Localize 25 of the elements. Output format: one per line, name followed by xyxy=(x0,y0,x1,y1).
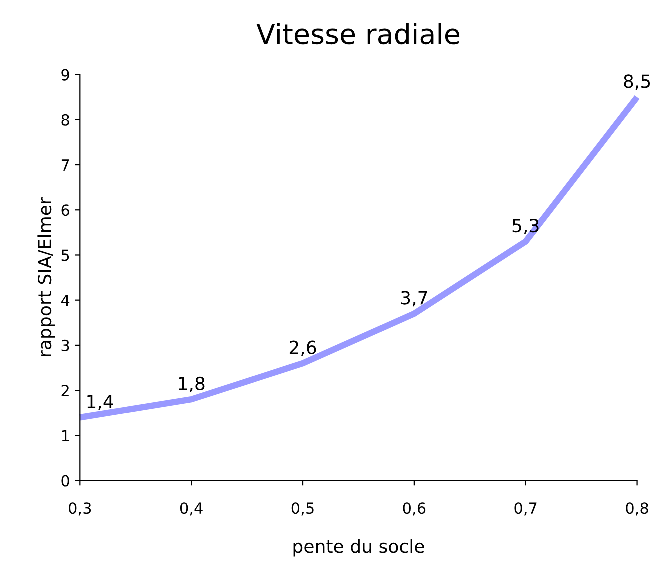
x-tick-label: 0,5 xyxy=(292,502,314,516)
x-tick-label: 0,3 xyxy=(69,502,92,516)
data-label: 5,3 xyxy=(512,218,539,234)
y-tick-label: 6 xyxy=(62,204,70,216)
y-tick-label: 0 xyxy=(62,475,70,487)
y-tick-label: 8 xyxy=(62,114,70,126)
data-label: 1,8 xyxy=(179,376,205,392)
y-tick-label: 3 xyxy=(62,340,70,352)
data-label: 3,7 xyxy=(401,291,428,307)
data-label: 2,6 xyxy=(290,340,316,356)
data-label: 8,5 xyxy=(624,74,650,90)
y-tick-label: 5 xyxy=(62,250,70,262)
x-tick-label: 0,6 xyxy=(403,502,426,516)
x-tick-label: 0,4 xyxy=(180,502,203,516)
y-tick-label: 9 xyxy=(62,69,70,81)
y-tick-label: 2 xyxy=(62,385,69,396)
chart-title: Vitesse radiale xyxy=(256,23,460,45)
x-tick-label: 0,7 xyxy=(514,502,537,516)
y-tick-label: 4 xyxy=(61,295,70,306)
y-axis-title: rapport SIA/Elmer xyxy=(38,198,56,356)
y-tick-label: 7 xyxy=(62,160,70,171)
x-axis-title: pente du socle xyxy=(294,539,424,557)
data-label: 1,4 xyxy=(88,395,114,410)
y-tick-label: 1 xyxy=(62,430,70,442)
x-tick-label: 0,8 xyxy=(626,502,648,516)
